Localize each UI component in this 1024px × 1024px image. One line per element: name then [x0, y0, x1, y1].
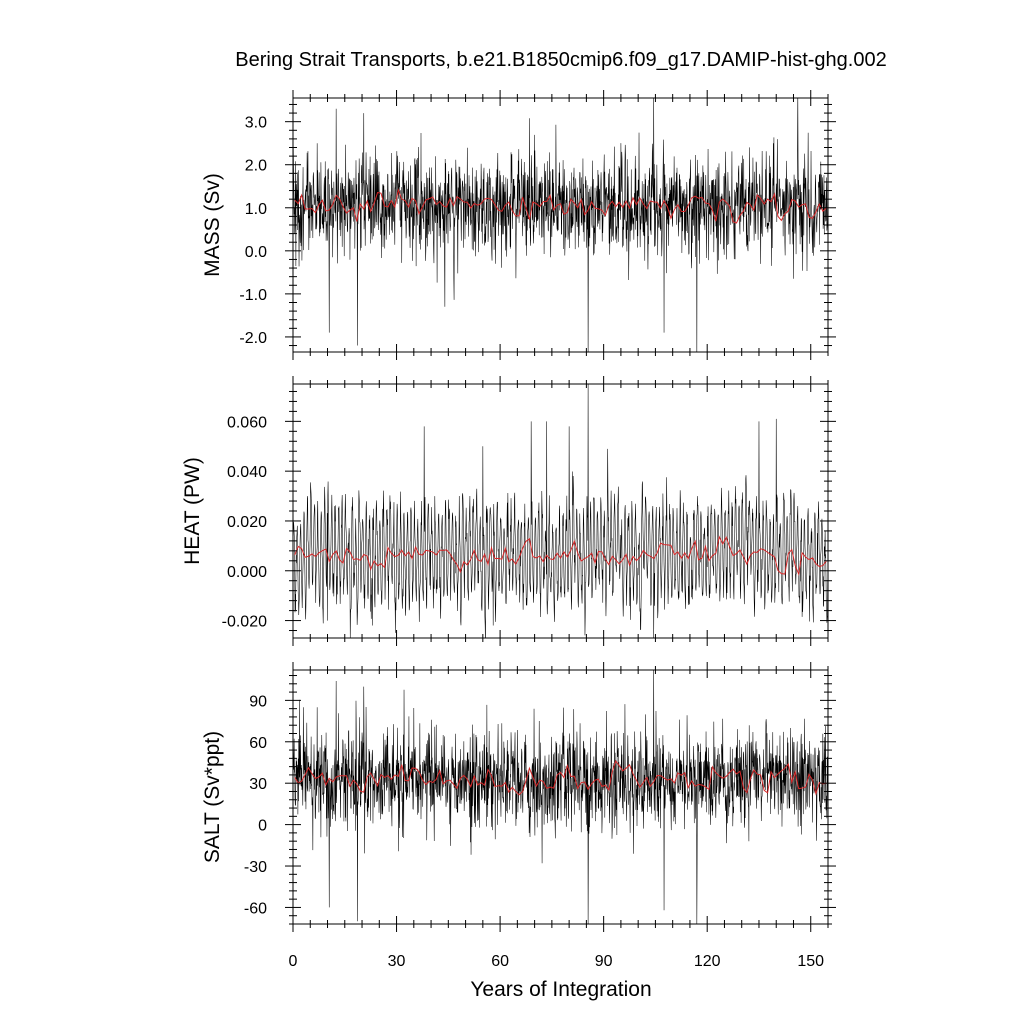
x-tick-label: 120	[694, 953, 721, 970]
series-annual-mass	[294, 188, 827, 224]
series-group	[293, 670, 828, 924]
x-tick-label: 150	[797, 953, 824, 970]
y-tick-label: 0.060	[227, 414, 267, 431]
y-tick-label: -60	[244, 900, 267, 917]
y-tick-label: -2.0	[239, 330, 267, 347]
series-annual-salt	[294, 759, 827, 796]
y-axis-label: HEAT (PW)	[181, 457, 204, 565]
y-tick-label: 0.040	[227, 464, 267, 481]
x-tick-label: 90	[595, 953, 613, 970]
y-tick-label: 1.0	[245, 201, 267, 218]
series-monthly-heat	[293, 384, 828, 638]
y-tick-label: 0	[258, 818, 267, 835]
y-tick-label: 90	[249, 693, 267, 710]
y-tick-label: 2.0	[245, 158, 267, 175]
y-tick-label: -30	[244, 859, 267, 876]
series-annual-heat	[294, 535, 827, 576]
panel-mass: -2.0 -1.0 0.0 1.0 2.0 3.0 MASS (Sv)	[201, 90, 836, 360]
series-group	[293, 98, 828, 352]
y-axis-label: SALT (Sv*ppt)	[201, 731, 224, 863]
x-tick-label: 60	[491, 953, 509, 970]
series-monthly-mass	[293, 98, 828, 352]
y-axis-label: MASS (Sv)	[201, 173, 224, 277]
panel-heat: -0.020 0.000 0.020 0.040 0.060 HEAT (PW)	[181, 376, 836, 646]
y-tick-label: 30	[249, 776, 267, 793]
panel-salt: -60 -30 0 30 60 90 SALT (Sv*ppt) 0 30 60 90 120 150	[201, 662, 836, 970]
panels: -2.0 -1.0 0.0 1.0 2.0 3.0 MASS (Sv) -0.020 0.000…	[181, 90, 836, 970]
y-tick-label: 0.0	[245, 244, 267, 261]
x-axis-label: Years of Integration	[470, 978, 651, 1001]
y-tick-label: 60	[249, 735, 267, 752]
x-tick-label: 30	[388, 953, 406, 970]
y-tick-label: -1.0	[239, 287, 267, 304]
y-tick-label: 3.0	[245, 115, 267, 132]
series-group	[293, 384, 828, 638]
x-tick-label: 0	[289, 953, 298, 970]
y-tick-label: -0.020	[222, 614, 267, 631]
y-tick-label: 0.000	[227, 564, 267, 581]
chart-title: Bering Strait Transports, b.e21.B1850cmi…	[235, 49, 886, 71]
y-tick-label: 0.020	[227, 514, 267, 531]
series-monthly-salt	[293, 670, 828, 924]
plot-frame	[292, 669, 829, 925]
